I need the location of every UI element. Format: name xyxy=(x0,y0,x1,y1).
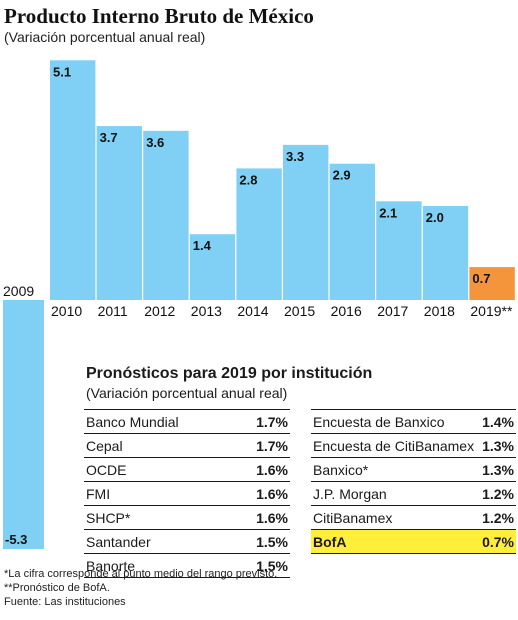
institution-name: FMI xyxy=(84,481,235,506)
category-label-2009: 2009 xyxy=(3,283,34,299)
category-label-2015: 2015 xyxy=(284,303,315,319)
source-note: Fuente: Las instituciones xyxy=(4,596,126,608)
bar-2016 xyxy=(329,163,375,300)
forecast-value: 1.4% xyxy=(479,409,516,434)
bar-2012 xyxy=(143,130,189,300)
value-label-2018: 2.0 xyxy=(426,210,444,225)
forecast-row: Banorte 1.5% xyxy=(84,553,290,578)
footnote-bofa: **Pronóstico de BofA. xyxy=(4,582,110,594)
bar-2017 xyxy=(376,201,422,300)
forecast-row: Banxico* 1.3% xyxy=(311,457,516,482)
bar-2010 xyxy=(50,60,96,300)
category-label-2019**: 2019** xyxy=(470,303,513,319)
category-label-2011: 2011 xyxy=(98,303,128,319)
bar-2013 xyxy=(189,234,236,300)
forecast-subtitle: (Variación porcentual anual real) xyxy=(86,385,288,401)
forecast-row: Cepal 1.7% xyxy=(84,433,290,458)
forecast-value: 1.7% xyxy=(234,409,290,434)
institution-name: CitiBanamex xyxy=(311,505,480,530)
category-label-2016: 2016 xyxy=(331,303,362,319)
institution-name: J.P. Morgan xyxy=(311,481,480,506)
forecast-table-right: Encuesta de Banxico 1.4% Encuesta de Citi… xyxy=(311,409,516,554)
bar-2009 xyxy=(3,300,44,550)
value-label-2019**: 0.7 xyxy=(472,271,490,286)
institution-name: Banxico* xyxy=(311,457,480,482)
footnotes: *La cifra corresponde al punto medio del… xyxy=(4,567,277,609)
category-label-2018: 2018 xyxy=(424,303,455,319)
forecast-row: Encuesta de CitiBanamex 1.3% xyxy=(311,433,516,458)
forecast-row: Banco Mundial 1.7% xyxy=(84,409,290,434)
value-label-2014: 2.8 xyxy=(239,172,257,187)
value-label-2012: 3.6 xyxy=(146,135,164,150)
forecast-value: 1.2% xyxy=(479,481,516,506)
forecast-row: CitiBanamex 1.2% xyxy=(311,505,516,530)
forecast-table-left: Banco Mundial 1.7% Cepal 1.7% OCDE 1.6% FMI… xyxy=(84,409,290,578)
institution-name: Encuesta de CitiBanamex xyxy=(311,433,480,458)
forecast-row-highlight: BofA 0.7% xyxy=(311,529,516,554)
value-label-2010: 5.1 xyxy=(53,64,71,79)
value-label-2009: -5.3 xyxy=(5,532,27,547)
institution-name: SHCP* xyxy=(84,505,235,530)
value-label-2017: 2.1 xyxy=(379,205,397,220)
category-label-2013: 2013 xyxy=(191,303,222,319)
forecast-value: 1.5% xyxy=(234,529,290,554)
forecast-value: 1.7% xyxy=(234,433,290,458)
category-label-2010: 2010 xyxy=(51,303,82,319)
chart-subtitle: (Variación porcentual anual real) xyxy=(4,29,206,45)
forecast-row: OCDE 1.6% xyxy=(84,457,290,482)
forecast-row: SHCP* 1.6% xyxy=(84,505,290,530)
forecast-value: 1.3% xyxy=(479,433,516,458)
category-label-2014: 2014 xyxy=(237,303,268,319)
institution-name: OCDE xyxy=(84,457,235,482)
bar-2018 xyxy=(422,206,469,300)
institution-name: Cepal xyxy=(84,433,235,458)
bar-2015 xyxy=(283,144,329,300)
bar-2014 xyxy=(236,168,282,300)
chart-title: Producto Interno Bruto de México xyxy=(4,4,314,28)
value-label-2015: 3.3 xyxy=(286,149,304,164)
institution-name: Banorte xyxy=(84,553,235,578)
forecast-value: 1.3% xyxy=(479,457,516,482)
bar-2011 xyxy=(96,126,142,300)
forecast-row: Santander 1.5% xyxy=(84,529,290,554)
institution-name: BofA xyxy=(311,529,480,554)
forecast-value: 1.2% xyxy=(479,505,516,530)
forecast-row: FMI 1.6% xyxy=(84,481,290,506)
forecast-value: 1.6% xyxy=(234,457,290,482)
forecast-value: 1.6% xyxy=(234,505,290,530)
forecast-row: J.P. Morgan 1.2% xyxy=(311,481,516,506)
value-label-2013: 1.4 xyxy=(193,238,212,253)
forecast-value: 1.6% xyxy=(234,481,290,506)
value-label-2011: 3.7 xyxy=(100,130,118,145)
institution-name: Encuesta de Banxico xyxy=(311,409,480,434)
forecast-value: 0.7% xyxy=(479,529,516,554)
value-label-2016: 2.9 xyxy=(333,168,351,183)
forecast-title: Pronósticos para 2019 por institución xyxy=(86,365,373,382)
forecast-value: 1.5% xyxy=(234,553,290,578)
institution-name: Banco Mundial xyxy=(84,409,235,434)
category-label-2017: 2017 xyxy=(377,303,408,319)
footnote-midpoint: *La cifra corresponde al punto medio del… xyxy=(4,568,278,580)
bar-2019** xyxy=(469,267,515,300)
category-label-2012: 2012 xyxy=(144,303,175,319)
forecast-row: Encuesta de Banxico 1.4% xyxy=(311,409,516,434)
institution-name: Santander xyxy=(84,529,235,554)
